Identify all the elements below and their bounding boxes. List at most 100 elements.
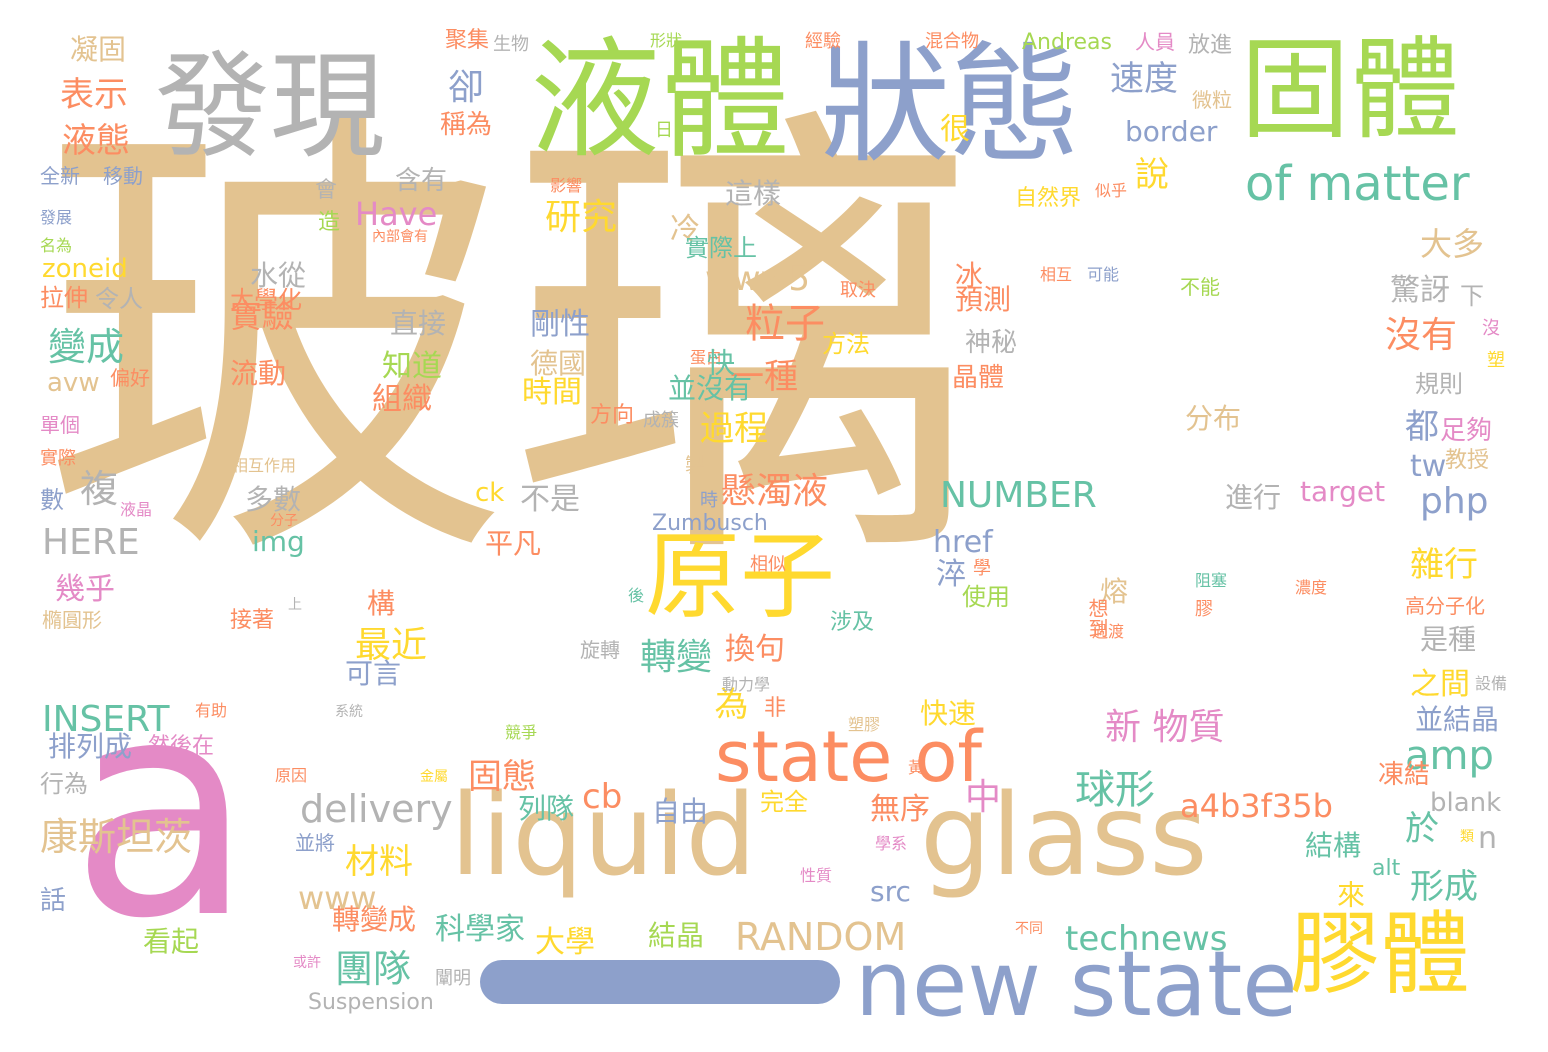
word-item-99: 聚集: [445, 28, 490, 53]
word-item-33: 剛性: [530, 307, 590, 342]
word-item-173: 動力學: [722, 675, 771, 694]
word-href-74: href: [933, 525, 993, 560]
word-item-52: 康斯坦茨: [40, 815, 193, 859]
word-item-66: 科學家: [435, 912, 525, 947]
word-ck-68: ck: [475, 478, 505, 508]
word-item-177: 系統: [335, 704, 363, 720]
word-item-196: 話: [40, 886, 67, 916]
word-suspension-62: Suspension: [308, 990, 434, 1015]
word-alt-160: alt: [1372, 856, 1401, 881]
word-item-127: 蛋白: [690, 348, 723, 367]
word-state-of-11: state of: [715, 716, 983, 798]
word-item-55: 於: [1405, 809, 1439, 849]
word-item-153: 並結晶: [1415, 703, 1500, 736]
word-item-90: 移動: [103, 164, 143, 188]
word-img-75: img: [252, 525, 305, 558]
word-item-114: 可能: [1087, 265, 1120, 284]
word-item-64: 大學: [535, 925, 595, 960]
word-item-53: 固態: [468, 757, 536, 797]
word-item-111: 預測: [955, 283, 1012, 316]
word-item-150: 是種: [1420, 623, 1477, 656]
word-item-131: 成簇: [643, 410, 679, 431]
word-item-116: 下: [1460, 282, 1484, 310]
word-item-91: 含有: [395, 166, 448, 196]
word-item-3: 狀態: [820, 29, 1081, 181]
word-a-1: a: [70, 635, 254, 984]
word-item-93: 造: [318, 210, 341, 235]
word-glass-7: glass: [920, 771, 1208, 901]
word-item-57: 材料: [345, 842, 413, 882]
word-src-195: src: [870, 875, 911, 908]
word-item-170: 後: [628, 586, 645, 605]
word-item-89: 全新: [40, 164, 80, 188]
word-item-137: 液晶: [120, 500, 153, 519]
word-item-122: 足夠: [1440, 416, 1493, 446]
word-item-165: 接著: [230, 608, 275, 633]
word-item-112: 取決: [840, 280, 876, 301]
word-item-110: 冰: [955, 259, 984, 292]
word-item-119: 神秘: [965, 328, 1018, 358]
word-zumbusch-71: Zumbusch: [652, 511, 768, 536]
word-item-17: 速度: [1110, 59, 1178, 99]
word-item-128: 快: [703, 348, 736, 376]
word-item-139: 多數: [245, 483, 302, 516]
word-item-83: 直接: [390, 307, 447, 340]
word-item-69: 不是: [520, 482, 580, 517]
word-item-148: 濃度: [1295, 578, 1328, 597]
word-item-92: 會: [315, 178, 338, 203]
word-item-140: 製: [685, 453, 705, 477]
word-item-32: 驚訝: [1390, 273, 1450, 308]
word-item-162: 名為: [40, 236, 73, 255]
word-item-181: 塑膠: [848, 715, 881, 734]
word-item-14: 液態: [62, 121, 130, 161]
word-item-61: 團隊: [335, 947, 412, 991]
word-item-168: 可言: [345, 657, 402, 690]
word-item-193: 並將: [295, 831, 335, 855]
word-item-45: 換句: [725, 632, 785, 667]
word-item-198: 闡明: [435, 968, 471, 989]
word-item-36: 懸濁液: [720, 471, 829, 512]
word-item-70: 平凡: [485, 527, 542, 560]
word-item-113: 相互: [1040, 265, 1073, 284]
word-item-175: 過渡: [1092, 622, 1125, 641]
word-item-197: 或許: [293, 955, 321, 971]
word-item-191: 黃: [908, 758, 925, 777]
word-item-149: 高分子化: [1405, 594, 1485, 618]
word-item-158: 類: [1460, 829, 1474, 845]
word-item-115: 不能: [1180, 275, 1220, 299]
word-item-189: 自由: [652, 795, 709, 828]
word-item-84: 流動: [230, 357, 287, 390]
word-number-37: NUMBER: [940, 475, 1097, 516]
word-item-48: 新 物質: [1105, 707, 1225, 748]
word-delivery-51: delivery: [300, 787, 453, 831]
word-avw-85: avw: [47, 368, 100, 398]
word-item-24: 這樣: [725, 177, 782, 210]
word-item-133: 單個: [40, 413, 80, 437]
word-item-105: 影響: [550, 176, 583, 195]
word-item-157: 結構: [1305, 829, 1362, 862]
word-item-166: 上: [288, 597, 302, 613]
word-item-144: 熔: [1100, 575, 1129, 608]
word-item-123: 教授: [1445, 448, 1490, 473]
word-php-40: php: [1420, 481, 1489, 522]
word-item-43: 雜行: [1410, 545, 1478, 585]
word-a4b3f35b-54: a4b3f35b: [1180, 787, 1333, 825]
word-have-22: Have: [355, 195, 438, 233]
word-item-147: 膠: [1195, 599, 1213, 620]
word-item-188: 完全: [760, 788, 808, 816]
word-item-190: 無序: [870, 792, 930, 827]
word-item-31: 沒有: [1385, 315, 1458, 356]
word-item-103: 混合物: [925, 31, 979, 52]
word-item-65: 結晶: [648, 919, 705, 952]
word-zoneid-30: zoneid: [42, 254, 128, 284]
word-item-73: 進行: [1225, 481, 1282, 514]
word-item-171: 涉及: [830, 610, 875, 635]
word-item-104: 日: [655, 120, 673, 141]
word-item-67: 轉變成: [332, 903, 417, 936]
word-item-96: 微粒: [1192, 88, 1232, 112]
word-item-143: 學: [973, 558, 991, 579]
word-item-28: 實驗: [230, 297, 295, 335]
word-of-matter-12: of matter: [1245, 156, 1470, 212]
word-item-178: 排列成: [48, 730, 133, 763]
word-item-63: 看起: [143, 925, 200, 958]
